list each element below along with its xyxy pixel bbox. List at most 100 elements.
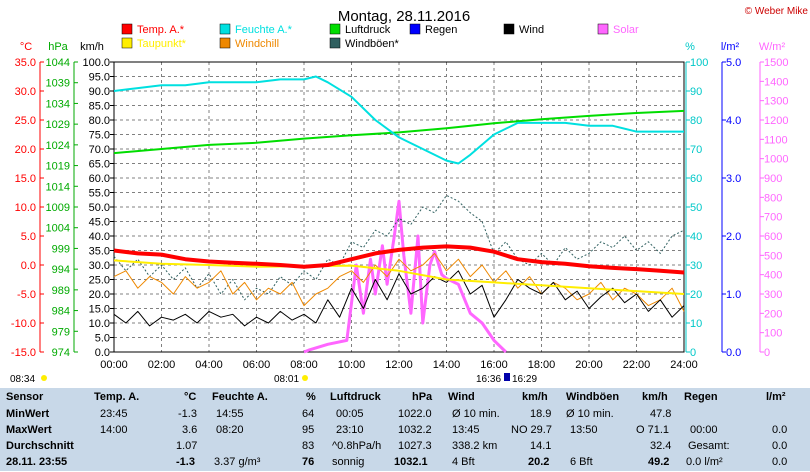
legend-label: Windböen* bbox=[345, 38, 400, 50]
wind-axis-tick-label: 35.0 bbox=[89, 246, 110, 258]
sun-markers: 08:34 08:01 16:36 16:29 bbox=[10, 373, 537, 385]
solar-axis-tick-label: 1200 bbox=[764, 115, 788, 127]
pressure-axis-tick-label: 989 bbox=[52, 285, 70, 297]
table-row-min: MinWert 23:45 -1.3 14:55 64 00:05 1022.0… bbox=[0, 408, 810, 424]
hdr-press: Luftdruck bbox=[330, 391, 381, 403]
wind-axis-title: km/h bbox=[80, 41, 104, 53]
solar-axis-tick-label: 900 bbox=[764, 173, 782, 185]
pressure-axis-tick-label: 1014 bbox=[46, 181, 70, 193]
sunset-flag bbox=[504, 373, 510, 381]
cell: 83 bbox=[302, 440, 315, 452]
wind-axis-tick-label: 80.0 bbox=[89, 115, 110, 127]
row-label: 28.11. 23:55 bbox=[6, 456, 68, 468]
x-tick-label: 16:00 bbox=[480, 359, 508, 371]
cell: 20.2 bbox=[528, 456, 550, 468]
sunset2-label: 16:29 bbox=[512, 374, 537, 385]
solar-axis-tick-label: 200 bbox=[764, 308, 782, 320]
axis-titles: °C hPa km/h% l/m² W/m² bbox=[20, 41, 786, 53]
hdr-gust: Windböen bbox=[566, 391, 620, 403]
series-solar-line bbox=[303, 199, 507, 354]
hdr-press-unit: hPa bbox=[412, 391, 433, 403]
sunrise-dot bbox=[302, 375, 308, 381]
x-tick-label: 14:00 bbox=[433, 359, 461, 371]
cell: 14:55 bbox=[216, 408, 244, 420]
temp-axis-tick-label: -10.0 bbox=[11, 318, 36, 330]
row-label: Durchschnitt bbox=[6, 440, 74, 452]
chart-title: Montag, 28.11.2016 bbox=[338, 8, 470, 25]
cell: 13:45 bbox=[452, 424, 480, 436]
wind-axis-tick-label: 0.0 bbox=[95, 347, 110, 359]
hdr-rain-unit: l/m² bbox=[766, 391, 786, 403]
cell: 338.2 km bbox=[452, 440, 498, 452]
rain-axis-title: l/m² bbox=[721, 41, 740, 53]
legend-swatch bbox=[329, 37, 341, 49]
cell: 3.6 bbox=[182, 424, 198, 436]
cell: 08:20 bbox=[216, 424, 244, 436]
humidity-axis-tick-label: 60 bbox=[690, 173, 702, 185]
table-row-current: 28.11. 23:55 -1.3 3.37 g/m³ 76 sonnig 10… bbox=[0, 456, 810, 472]
table-row-avg: Durchschnitt 1.07 83 ^0.8hPa/h 1027.3 33… bbox=[0, 440, 810, 456]
pressure-axis-tick-label: 984 bbox=[52, 306, 70, 318]
legend-swatch bbox=[409, 23, 421, 35]
solar-axis-tick-label: 100 bbox=[764, 328, 782, 340]
temp-axis-tick-label: -5.0 bbox=[17, 289, 36, 301]
hdr-temp-unit: °C bbox=[184, 391, 197, 403]
row-label: MinWert bbox=[6, 408, 50, 420]
legend-label: Regen bbox=[425, 24, 457, 36]
cell: 13:50 bbox=[570, 424, 598, 436]
sunrise-label: 08:01 bbox=[274, 374, 299, 385]
temp-axis-tick-label: 5.0 bbox=[21, 231, 36, 243]
legend-label: Temp. A.* bbox=[137, 24, 185, 36]
temp-axis-title: °C bbox=[20, 41, 32, 53]
cell: 64 bbox=[302, 408, 315, 420]
rain-axis-tick-label: 3.0 bbox=[726, 173, 741, 185]
weather-chart: Montag, 28.11.2016 © Weber Mike Temp. A.… bbox=[10, 6, 809, 385]
legend-label: Wind bbox=[519, 24, 544, 36]
wind-axis-tick-label: 5.0 bbox=[95, 333, 110, 345]
hdr-gust-unit: km/h bbox=[642, 391, 668, 403]
table-row-max: MaxWert 14:00 3.6 08:20 95 23:10 1032.2 … bbox=[0, 424, 810, 440]
series-feuchtea-line bbox=[113, 75, 684, 165]
solar-axis-tick-label: 800 bbox=[764, 192, 782, 204]
x-tick-label: 00:00 bbox=[100, 359, 128, 371]
temp-axis-tick-label: 30.0 bbox=[15, 86, 36, 98]
cell: 0.0 bbox=[772, 456, 788, 468]
pressure-axis-tick-label: 999 bbox=[52, 243, 70, 255]
hdr-wind-unit: km/h bbox=[522, 391, 548, 403]
wind-axis-tick-label: 25.0 bbox=[89, 275, 110, 287]
temp-axis-tick-label: 15.0 bbox=[15, 173, 36, 185]
cell: 6 Bft bbox=[570, 456, 593, 468]
pressure-axis-tick-label: 1024 bbox=[46, 140, 70, 152]
solar-axis-tick-label: 1000 bbox=[764, 154, 788, 166]
cell: O 71.1 bbox=[636, 424, 670, 436]
pressure-axis-tick-label: 1009 bbox=[46, 202, 70, 214]
hdr-sensor: Sensor bbox=[6, 391, 44, 403]
series-windchill-line bbox=[113, 252, 685, 312]
wind-axis-tick-label: 15.0 bbox=[89, 304, 110, 316]
temp-axis-tick-label: -15.0 bbox=[11, 347, 36, 359]
cell: ^0.8hPa/h bbox=[332, 440, 382, 452]
hdr-hum: Feuchte A. bbox=[212, 391, 268, 403]
plot-area bbox=[113, 75, 685, 354]
cell: 76 bbox=[302, 456, 315, 468]
humidity-axis-tick-label: 100 bbox=[690, 57, 708, 69]
pressure-axis-tick-label: 1004 bbox=[46, 223, 70, 235]
cell: 0.0 bbox=[772, 440, 788, 452]
cell: 0.0 l/m² bbox=[686, 456, 723, 468]
hdr-rain: Regen bbox=[684, 391, 718, 403]
cell: 00:05 bbox=[336, 408, 364, 420]
stats-table: Sensor Temp. A. °C Feuchte A. % Luftdruc… bbox=[0, 388, 810, 471]
temp-axis-tick-label: 20.0 bbox=[15, 144, 36, 156]
x-tick-label: 12:00 bbox=[385, 359, 413, 371]
pressure-axis-tick-label: 1044 bbox=[46, 57, 70, 69]
pressure-axis-tick-label: 1039 bbox=[46, 78, 70, 90]
rain-axis-tick-label: 0.0 bbox=[726, 347, 741, 359]
cell: NO 29.7 bbox=[511, 424, 552, 436]
humidity-axis-tick-label: 10 bbox=[690, 318, 702, 330]
solar-axis-tick-label: 600 bbox=[764, 231, 782, 243]
cell: 4 Bft bbox=[452, 456, 475, 468]
series-tempa-line bbox=[113, 244, 685, 275]
solar-axis-tick-label: 700 bbox=[764, 212, 782, 224]
pressure-axis-tick-label: 1029 bbox=[46, 119, 70, 131]
wind-axis-tick-label: 10.0 bbox=[89, 318, 110, 330]
